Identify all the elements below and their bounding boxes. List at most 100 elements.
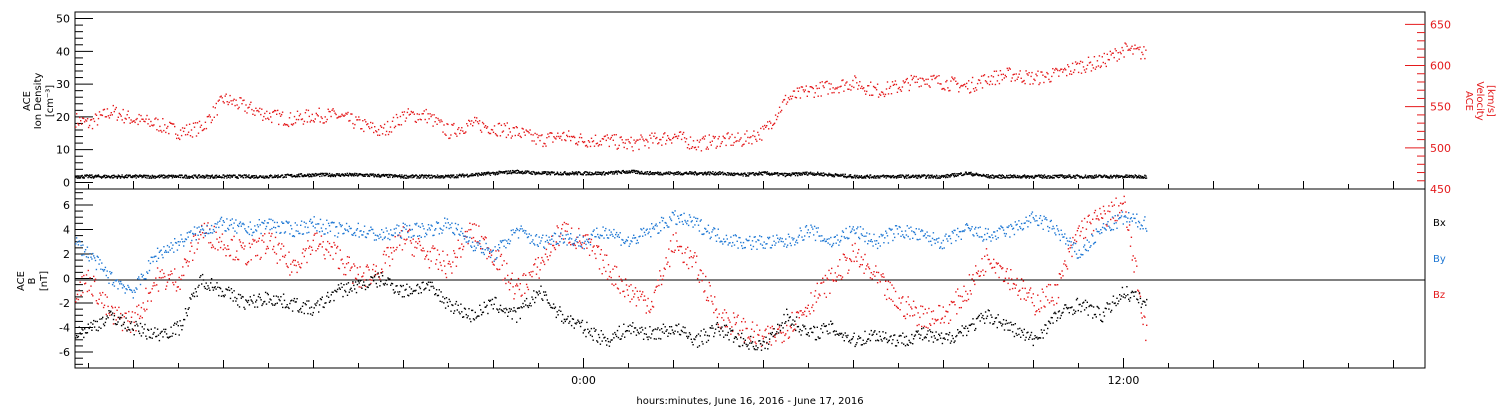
bz-point [161, 269, 163, 271]
density-point [982, 173, 985, 176]
by-point [180, 234, 182, 236]
bz-point [292, 259, 295, 261]
bz-point [880, 274, 882, 276]
by-point [288, 221, 290, 223]
bz-point [629, 301, 631, 303]
density-point [823, 174, 825, 177]
bz-point [821, 282, 823, 284]
bz-point [1066, 268, 1069, 270]
bz-point [650, 308, 652, 311]
by-point [568, 238, 570, 240]
density-point [1088, 177, 1090, 179]
density-point [1051, 176, 1053, 178]
density-point [819, 173, 821, 175]
by-point [219, 220, 221, 222]
velocity-point [974, 87, 977, 89]
by-point [493, 260, 495, 262]
bz-point [309, 245, 311, 247]
by-point [254, 225, 256, 227]
velocity-point [129, 122, 131, 124]
density-point [877, 177, 879, 179]
velocity-point [270, 116, 272, 118]
velocity-point [193, 126, 196, 128]
velocity-point [589, 145, 592, 148]
density-point [895, 177, 898, 179]
density-point [765, 171, 768, 174]
bz-point [448, 260, 450, 263]
bz-point [123, 316, 125, 318]
velocity-point [870, 81, 872, 83]
velocity-point [678, 131, 681, 133]
velocity-point [976, 82, 979, 85]
density-point [392, 176, 394, 179]
bz-point [386, 247, 388, 249]
velocity-point [153, 124, 155, 126]
density-point [625, 170, 627, 173]
velocity-point [782, 99, 785, 101]
density-point [575, 173, 577, 175]
density-point [708, 173, 710, 175]
density-point [116, 175, 118, 178]
bz-point [361, 276, 363, 278]
by-point [101, 262, 103, 264]
by-point [362, 234, 364, 236]
velocity-point [620, 136, 622, 138]
bz-point [899, 309, 901, 311]
density-point [518, 171, 520, 173]
bz-point [297, 261, 299, 263]
by-point [116, 279, 118, 281]
velocity-point [980, 75, 983, 77]
density-point [105, 176, 107, 179]
bz-point [300, 262, 303, 265]
velocity-point [395, 113, 398, 116]
by-point [467, 241, 469, 243]
density-point [83, 177, 85, 179]
by-point [242, 222, 244, 225]
density-point [361, 174, 364, 177]
density-point [817, 171, 819, 173]
density-tick-label: 40 [56, 45, 70, 58]
bz-point [113, 312, 116, 315]
density-point [606, 172, 609, 175]
density-point [893, 176, 895, 179]
density-point [717, 174, 719, 176]
density-point [462, 173, 464, 175]
bz-point [693, 255, 695, 257]
bz-point [555, 241, 557, 243]
density-point [1083, 177, 1085, 179]
density-point [404, 177, 407, 179]
density-point [935, 177, 937, 179]
velocity-point [97, 117, 100, 120]
density-point [159, 174, 161, 176]
by-point [558, 235, 560, 237]
density-point [912, 174, 914, 177]
velocity-point [581, 140, 584, 143]
density-point [682, 174, 684, 176]
bz-point [454, 256, 457, 258]
bz-point [336, 245, 339, 248]
velocity-point [1116, 60, 1118, 62]
velocity-point [430, 115, 432, 118]
bz-point [676, 240, 678, 242]
by-point [474, 249, 476, 252]
density-point [205, 174, 208, 176]
density-point [545, 171, 547, 173]
density-point [954, 174, 957, 176]
bz-point [1074, 234, 1077, 236]
bz-point [551, 235, 553, 237]
velocity-point [1022, 80, 1024, 83]
by-point [289, 233, 291, 235]
bz-point [380, 272, 382, 274]
density-point [975, 172, 978, 174]
bz-point [620, 278, 622, 280]
density-point [497, 172, 499, 174]
density-point [511, 169, 514, 172]
density-point [83, 176, 85, 178]
velocity-point [871, 94, 873, 96]
velocity-point [550, 132, 552, 134]
velocity-point [800, 86, 803, 88]
bz-point [586, 247, 588, 249]
bz-point [449, 263, 451, 265]
bz-point [549, 254, 551, 257]
velocity-point [1018, 73, 1020, 75]
